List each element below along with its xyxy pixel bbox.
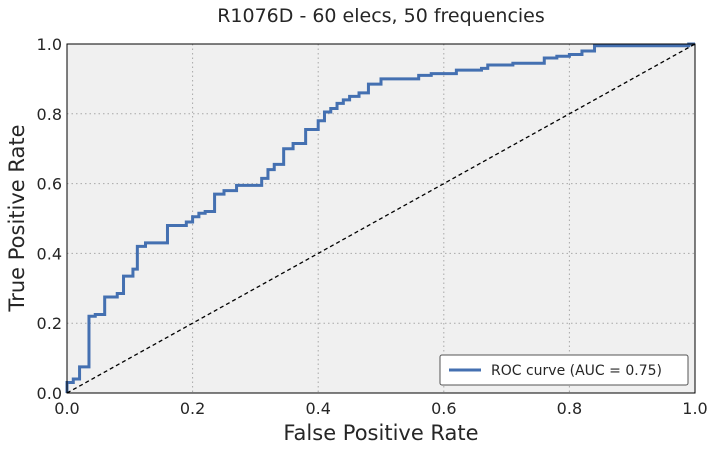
x-tick-label: 1.0 xyxy=(682,399,707,418)
tick-labels: 0.0 0.2 0.4 0.6 0.8 1.0 0.0 0.2 0.4 0.6 0.8 1.0 xyxy=(37,35,708,418)
chance-diagonal-line xyxy=(66,43,696,394)
x-tick-label: 0.2 xyxy=(180,399,205,418)
chart-title: R1076D - 60 elecs, 50 frequencies xyxy=(217,5,545,27)
plot-frame xyxy=(66,43,696,394)
series-layer xyxy=(65,42,696,394)
x-tick-label: 0.0 xyxy=(54,399,79,418)
grid-lines xyxy=(67,44,695,393)
roc-curve-line xyxy=(65,42,695,393)
legend-label-roc-curve: ROC curve (AUC = 0.75) xyxy=(491,363,662,379)
y-tick-label: 0.2 xyxy=(37,314,62,333)
legend-box xyxy=(439,354,689,386)
x-axis-title: False Positive Rate xyxy=(283,421,478,445)
y-tick-label: 0.0 xyxy=(37,384,62,403)
x-tick-label: 0.8 xyxy=(557,399,582,418)
legend: ROC curve (AUC = 0.75) xyxy=(439,354,689,386)
x-tick-label: 0.4 xyxy=(305,399,330,418)
y-tick-label: 0.4 xyxy=(37,244,62,263)
x-tick-label: 0.6 xyxy=(431,399,456,418)
y-axis-title: True Positive Rate xyxy=(5,124,29,312)
y-tick-label: 0.8 xyxy=(37,105,62,124)
y-tick-label: 1.0 xyxy=(37,35,62,54)
y-tick-label: 0.6 xyxy=(37,175,62,194)
